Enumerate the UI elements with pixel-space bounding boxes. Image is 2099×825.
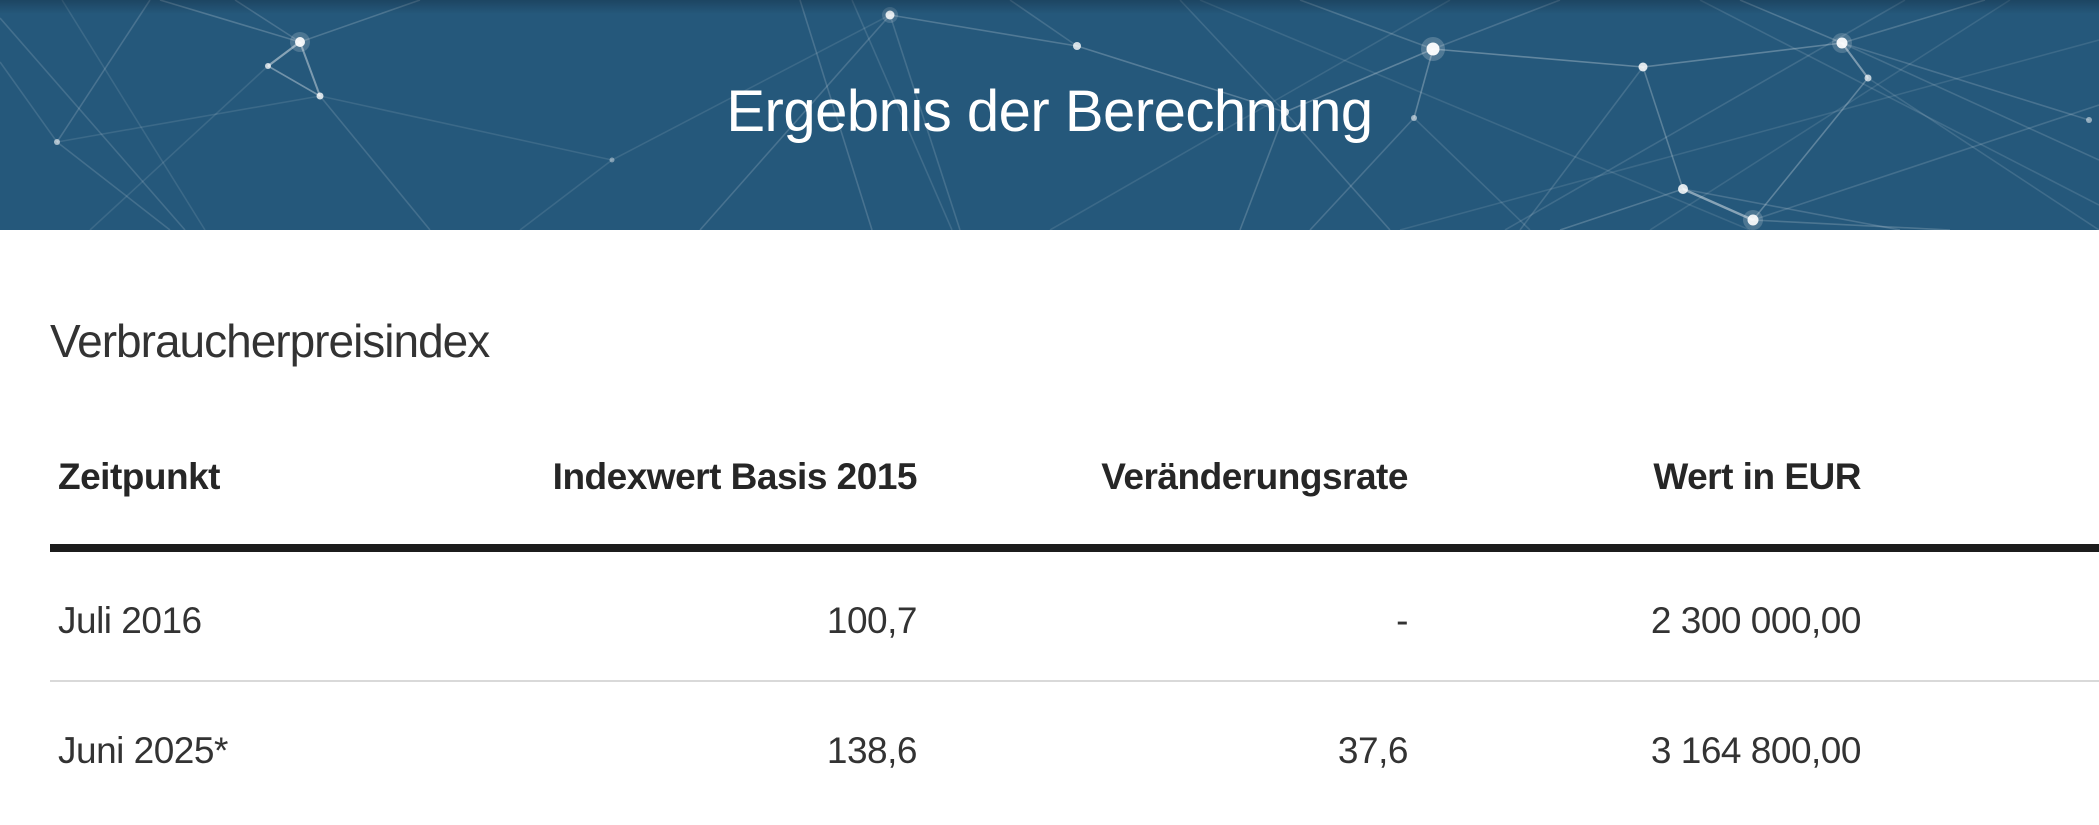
cell-veraenderungsrate: 37,6: [937, 680, 1428, 810]
page-title: Ergebnis der Berechnung: [726, 78, 1373, 144]
column-header-spacer: [1880, 368, 2099, 552]
column-header-indexwert: Indexwert Basis 2015: [430, 368, 937, 552]
column-header-wert-eur: Wert in EUR: [1427, 368, 1881, 552]
column-header-zeitpunkt: Zeitpunkt: [50, 368, 431, 552]
cell-wert-eur: 2 300 000,00: [1650, 600, 1862, 641]
cell-wert-eur: 3 164 800,00: [1427, 680, 1881, 810]
hero-banner: Ergebnis der Berechnung: [0, 0, 2099, 230]
cell-zeitpunkt: Juni 2025*: [50, 680, 431, 810]
table-row: Juli 2016 100,7 - 2 300 000,00: [50, 548, 2099, 681]
cell-zeitpunkt: Juli 2016: [58, 600, 202, 641]
table-header-row: Zeitpunkt Indexwert Basis 2015 Veränderu…: [50, 368, 2099, 552]
constellation-pattern-icon: [0, 0, 2099, 230]
cell-spacer: [1880, 680, 2099, 810]
results-table: Zeitpunkt Indexwert Basis 2015 Veränderu…: [50, 368, 2099, 810]
cell-spacer: [1881, 548, 2099, 681]
section-title: Verbraucherpreisindex: [50, 315, 490, 367]
cell-indexwert: 138,6: [430, 680, 937, 810]
result-content: Verbraucherpreisindex Zeitpunkt Indexwer…: [0, 314, 2099, 810]
cell-indexwert: 100,7: [826, 600, 918, 641]
cell-veraenderungsrate: -: [1396, 600, 1408, 641]
table-row: Juni 2025* 138,6 37,6 3 164 800,00: [50, 680, 2099, 810]
column-header-veraenderungsrate: Veränderungsrate: [937, 368, 1428, 552]
